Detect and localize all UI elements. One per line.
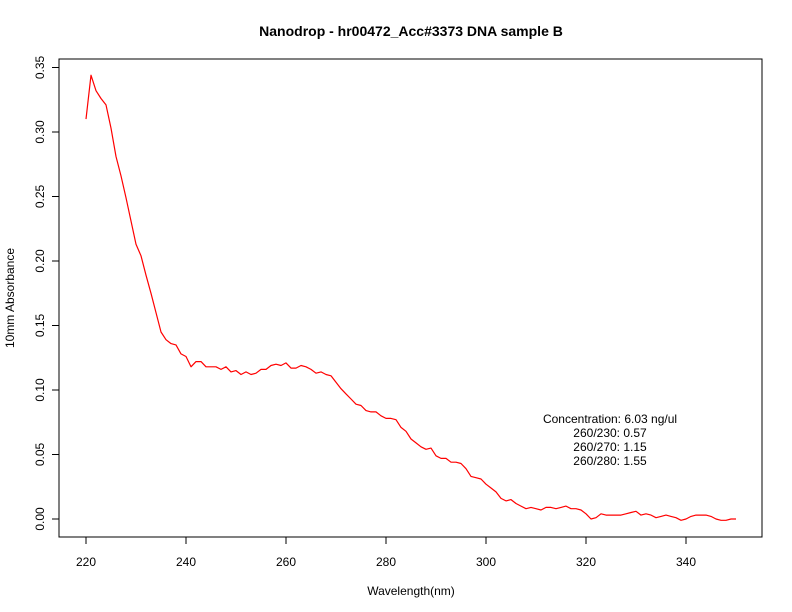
series-line-0 xyxy=(85,74,736,521)
x-axis-label: Wavelength(nm) xyxy=(367,584,455,598)
summary-annotation: Concentration: 6.03 ng/ul 260/230: 0.57 … xyxy=(543,412,677,468)
x-tick-label: 340 xyxy=(676,555,696,569)
y-tick-label: 0.00 xyxy=(33,507,47,531)
x-tick-label: 240 xyxy=(176,555,196,569)
annotation-ratio-260-280: 260/280: 1.55 xyxy=(573,454,647,468)
series-layer xyxy=(85,74,736,521)
x-tick-label: 300 xyxy=(476,555,496,569)
x-tick-label: 320 xyxy=(576,555,596,569)
y-tick-label: 0.30 xyxy=(33,120,47,144)
y-tick-label: 0.15 xyxy=(33,313,47,337)
y-axis: 0.00 0.05 0.10 0.15 0.20 0.25 0.30 0.35 xyxy=(33,55,60,531)
y-tick-label: 0.20 xyxy=(33,249,47,273)
chart-title: Nanodrop - hr00472_Acc#3373 DNA sample B xyxy=(259,23,563,39)
y-tick-label: 0.25 xyxy=(33,184,47,208)
y-tick-label: 0.35 xyxy=(33,55,47,79)
x-tick-label: 260 xyxy=(276,555,296,569)
y-tick-label: 0.10 xyxy=(33,378,47,402)
annotation-ratio-260-230: 260/230: 0.57 xyxy=(573,426,647,440)
annotation-ratio-260-270: 260/270: 1.15 xyxy=(573,440,647,454)
x-tick-label: 220 xyxy=(76,555,96,569)
x-tick-label: 280 xyxy=(376,555,396,569)
y-axis-label: 10mm Absorbance xyxy=(3,248,17,348)
annotation-concentration: Concentration: 6.03 ng/ul xyxy=(543,412,677,426)
y-tick-label: 0.05 xyxy=(33,442,47,466)
x-axis: 220 240 260 280 300 320 340 xyxy=(76,536,696,569)
